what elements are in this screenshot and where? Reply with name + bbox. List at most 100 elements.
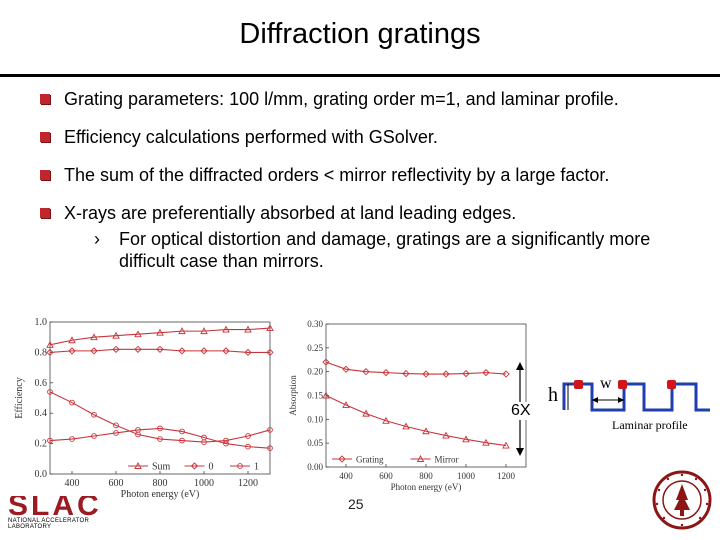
x-axis-label: Photon energy (eV)	[121, 489, 200, 500]
legend: Sum 0 1	[128, 462, 259, 473]
legend-label: Sum	[152, 462, 171, 473]
slac-logo-wordmark: SLAC	[8, 496, 102, 516]
data-point	[112, 331, 120, 339]
data-point	[223, 437, 229, 444]
data-point	[46, 340, 54, 348]
y-axis-label: Efficiency	[14, 377, 25, 418]
legend: Grating Mirror	[332, 455, 459, 465]
data-point	[322, 358, 330, 366]
series-0	[46, 345, 274, 357]
data-point	[462, 435, 470, 443]
data-point	[112, 345, 120, 353]
series-line	[325, 395, 507, 447]
data-point	[68, 336, 76, 344]
series-line	[49, 427, 271, 449]
y-tick-label: 0.4	[35, 408, 48, 419]
x-tick-label: 800	[153, 478, 168, 489]
data-point	[178, 327, 186, 335]
data-point	[237, 463, 243, 469]
x-tick-label: 1000	[457, 471, 476, 481]
title-rule	[0, 74, 720, 77]
data-point	[134, 462, 142, 469]
sub-bullet-arrow-icon: ›	[94, 229, 100, 249]
data-point	[482, 368, 490, 377]
data-point	[200, 327, 208, 335]
y-tick-label: 0.6	[35, 378, 48, 389]
legend-label: Grating	[356, 455, 384, 465]
bullet-item: Efficiency calculations performed with G…	[40, 126, 710, 148]
x-tick-label: 1200	[497, 471, 516, 481]
data-point	[179, 437, 185, 444]
data-point	[267, 445, 273, 452]
sub-bullet-text: For optical distortion and damage, grati…	[119, 229, 651, 271]
y-tick-label: 0.25	[307, 343, 323, 353]
data-point	[113, 422, 119, 429]
data-point	[402, 369, 410, 378]
profile-caption: Laminar profile	[612, 418, 688, 432]
sub-bullet: › For optical distortion and damage, gra…	[64, 228, 710, 272]
data-point	[68, 347, 76, 355]
data-point	[223, 440, 229, 447]
x-tick-label: 800	[419, 471, 433, 481]
x-axis-label: Photon energy (eV)	[391, 482, 462, 492]
bullet-square-icon	[40, 132, 50, 142]
bullet-square-icon	[40, 208, 50, 218]
bullet-text: Grating parameters: 100 l/mm, grating or…	[64, 89, 619, 109]
data-point	[157, 436, 163, 442]
slac-logo-subtext: NATIONAL ACCELERATOR LABORATORY	[8, 518, 90, 530]
data-point	[179, 428, 185, 435]
data-point	[422, 370, 430, 378]
bullet-text: The sum of the diffracted orders < mirro…	[64, 165, 610, 185]
y-tick-label: 0.30	[307, 319, 323, 329]
bullet-square-icon	[40, 170, 50, 180]
y-tick-label: 0.05	[307, 438, 323, 448]
slac-logo: SLAC NATIONAL ACCELERATOR LABORATORY	[8, 496, 134, 530]
x-tick-label: 1200	[238, 478, 258, 489]
y-tick-label: 1.0	[35, 317, 48, 328]
data-point	[416, 455, 425, 462]
data-point	[178, 347, 186, 355]
series-Mirror	[322, 391, 510, 449]
data-point	[134, 330, 142, 338]
data-point	[190, 462, 199, 470]
series-line	[49, 391, 271, 443]
data-point	[91, 411, 97, 418]
bullet-list: Grating parameters: 100 l/mm, grating or…	[40, 88, 710, 288]
data-point	[90, 333, 98, 341]
data-point	[244, 348, 252, 357]
series-line	[49, 327, 271, 346]
legend-label: 0	[209, 462, 214, 473]
bullet-text: Efficiency calculations performed with G…	[64, 127, 438, 147]
data-point	[502, 370, 510, 378]
data-point	[362, 368, 370, 376]
legend-label: Mirror	[435, 455, 459, 465]
absorption-chart: 0.00 0.05 0.10 0.15 0.20 0.25 0.30 400 600 800 100…	[288, 319, 527, 492]
data-point	[442, 370, 450, 378]
data-point	[69, 436, 75, 442]
y-tick-label: 0.2	[35, 439, 48, 450]
data-point	[47, 389, 53, 395]
series-1	[47, 389, 273, 445]
data-point	[382, 368, 390, 377]
series-Grating	[322, 358, 510, 378]
data-point	[156, 345, 164, 353]
series-line	[49, 348, 270, 353]
series-Sum	[46, 324, 274, 348]
data-point	[156, 328, 164, 336]
absorption-hotspot-icon	[618, 380, 627, 389]
efficiency-chart: 0.0 0.2 0.4 0.6 0.8 1.0 400 600 800 1000 1200 Photo…	[14, 317, 274, 500]
series-unnamed	[47, 425, 273, 452]
y-tick-label: 0.20	[307, 367, 323, 377]
data-point	[46, 348, 54, 357]
data-point	[442, 431, 450, 439]
width-label: w	[600, 375, 612, 392]
data-point	[502, 441, 510, 449]
data-point	[244, 325, 252, 333]
x-tick-label: 400	[65, 478, 80, 489]
x-tick-label: 600	[109, 478, 124, 489]
data-point	[113, 430, 119, 436]
legend-label: 1	[254, 462, 259, 473]
data-point	[382, 416, 390, 424]
laminar-profile-diagram	[562, 380, 710, 412]
data-point	[134, 345, 142, 353]
